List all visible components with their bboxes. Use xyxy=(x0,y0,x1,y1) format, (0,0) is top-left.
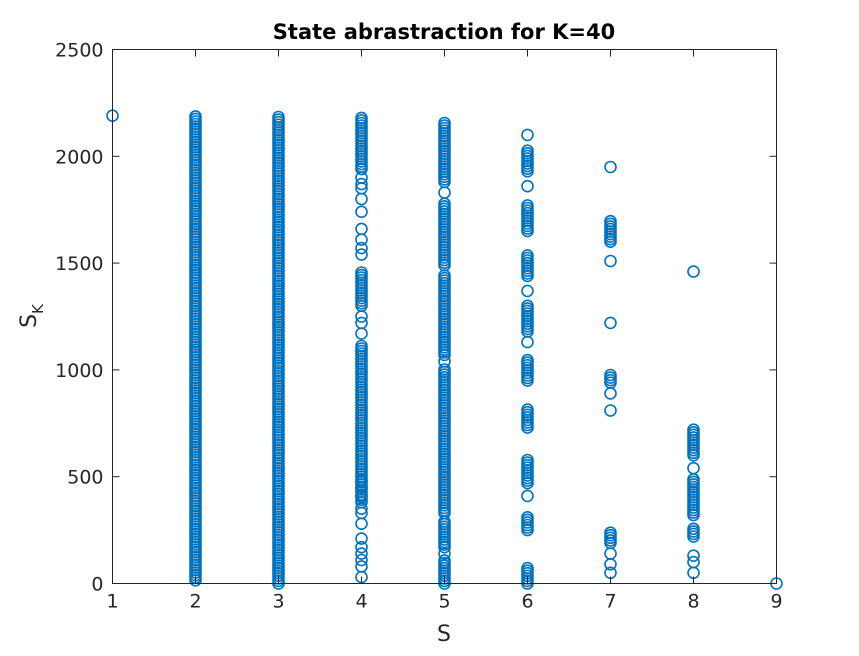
data-point xyxy=(355,502,368,516)
y-tick-label: 2500 xyxy=(55,40,103,62)
data-point xyxy=(355,205,368,219)
data-point xyxy=(604,547,617,560)
data-point xyxy=(604,526,617,540)
data-point xyxy=(687,265,700,278)
data-point xyxy=(604,404,617,417)
data-point xyxy=(355,560,368,573)
chart-title: State abrastraction for K=40 xyxy=(273,20,615,44)
data-point xyxy=(521,353,534,367)
x-tick-label: 7 xyxy=(604,591,616,613)
x-tick-label: 4 xyxy=(355,591,367,613)
data-point xyxy=(687,522,700,536)
data-point xyxy=(355,481,368,494)
data-point xyxy=(355,177,368,191)
data-point xyxy=(521,335,534,349)
x-axis-label: S xyxy=(437,622,451,647)
x-tick-label: 3 xyxy=(272,591,284,613)
data-point xyxy=(438,116,451,130)
data-point xyxy=(604,368,617,382)
y-tick-label: 2000 xyxy=(55,146,103,168)
data-markers xyxy=(106,109,783,590)
data-point xyxy=(355,111,368,125)
data-point xyxy=(438,363,451,376)
data-point xyxy=(521,199,534,212)
data-point xyxy=(604,254,617,268)
x-tick-label: 5 xyxy=(438,591,450,613)
data-point xyxy=(521,284,534,298)
data-point xyxy=(687,549,700,563)
data-point xyxy=(272,110,285,124)
y-tick-label: 500 xyxy=(67,467,103,489)
x-tick-label: 9 xyxy=(770,591,782,613)
x-tick-label: 2 xyxy=(189,591,201,613)
data-point xyxy=(521,510,534,524)
data-point xyxy=(355,540,368,554)
data-point xyxy=(521,249,534,262)
y-axis-label-base: S xyxy=(17,314,42,328)
data-point xyxy=(438,547,451,560)
data-point xyxy=(355,266,368,279)
x-tick-label: 1 xyxy=(106,591,118,613)
data-point xyxy=(355,553,368,567)
data-point xyxy=(355,222,368,236)
data-point xyxy=(355,532,368,545)
x-axis-ticks: 1 2 3 4 5 6 7 8 9 xyxy=(106,49,783,613)
data-point xyxy=(355,547,368,560)
data-point xyxy=(521,489,534,503)
data-point xyxy=(687,555,700,569)
y-axis-label-subscript: K xyxy=(29,303,47,314)
y-axis-ticks: 0 500 1000 1500 2000 2500 xyxy=(55,40,777,596)
y-tick-label: 1000 xyxy=(55,360,103,382)
y-tick-label: 0 xyxy=(91,574,103,596)
data-point xyxy=(438,554,451,567)
data-point xyxy=(355,506,368,520)
x-tick-label: 6 xyxy=(521,591,533,613)
y-tick-label: 1500 xyxy=(55,253,103,275)
data-point xyxy=(355,339,368,353)
data-point xyxy=(604,316,617,330)
data-point xyxy=(355,489,368,503)
data-point xyxy=(521,403,534,416)
data-point xyxy=(604,214,617,228)
data-point xyxy=(438,355,451,368)
data-point xyxy=(355,474,368,488)
data-point xyxy=(355,310,368,323)
data-point xyxy=(438,186,451,199)
x-tick-label: 8 xyxy=(687,591,699,613)
data-point xyxy=(521,561,534,575)
data-point xyxy=(355,241,368,255)
data-point xyxy=(355,248,368,261)
data-point xyxy=(687,461,700,475)
data-point xyxy=(521,128,534,142)
data-point xyxy=(189,110,202,123)
data-point xyxy=(355,171,368,184)
data-point xyxy=(521,144,534,157)
y-axis-label: SK xyxy=(17,303,47,328)
data-point xyxy=(355,316,368,330)
data-point xyxy=(521,179,534,193)
data-point xyxy=(687,423,700,437)
data-point xyxy=(521,453,534,467)
data-point xyxy=(521,299,534,313)
data-point xyxy=(604,387,617,400)
data-point xyxy=(604,160,617,174)
